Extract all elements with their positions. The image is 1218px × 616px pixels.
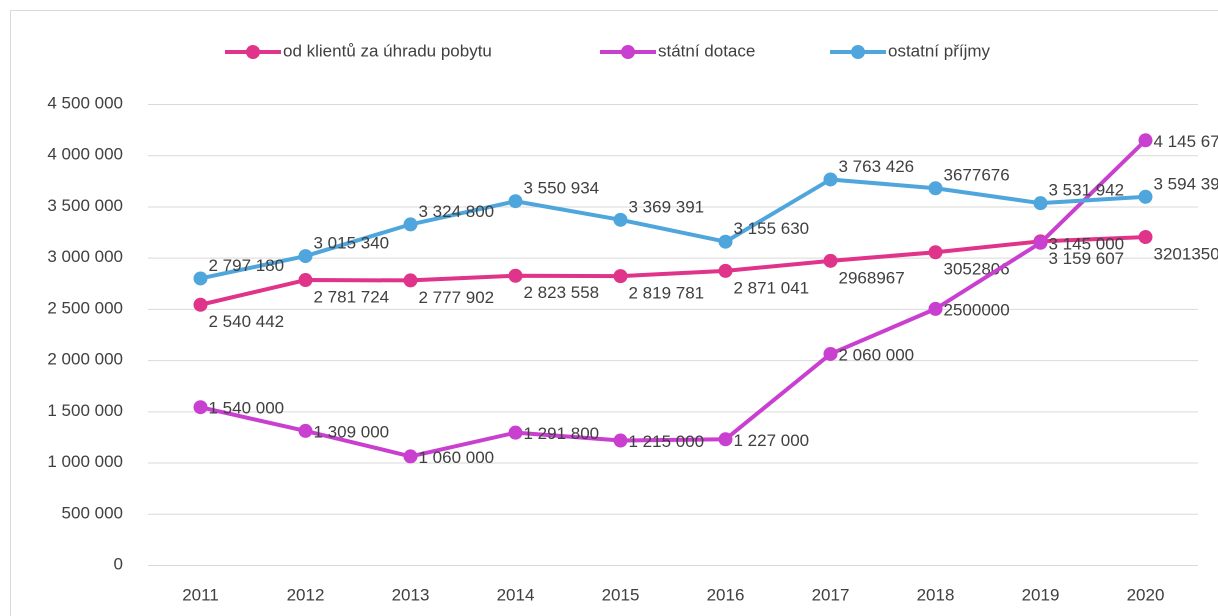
data-point [1138, 189, 1153, 204]
data-point [193, 297, 208, 312]
chart-border [10, 10, 1218, 616]
data-point [823, 172, 838, 187]
data-point [718, 263, 733, 278]
y-tick-label: 2 500 000 [47, 298, 123, 317]
data-point [613, 212, 628, 227]
data-point [928, 245, 943, 260]
data-label: 3 369 391 [629, 197, 705, 216]
data-point [508, 194, 523, 209]
x-tick-label: 2018 [917, 585, 955, 604]
data-label: 3677676 [944, 166, 1010, 185]
data-label: 2 777 902 [419, 288, 495, 307]
data-label: 1 540 000 [209, 399, 285, 418]
data-label: 2 797 180 [209, 256, 285, 275]
data-label: 2 823 558 [524, 283, 600, 302]
legend-label: od klientů za úhradu pobytu [283, 41, 492, 60]
y-tick-label: 3 000 000 [47, 247, 123, 266]
data-label: 3 015 340 [314, 234, 390, 253]
data-label: 4 145 674 [1154, 132, 1218, 151]
data-point [403, 449, 418, 464]
y-tick-label: 3 500 000 [47, 196, 123, 215]
y-tick-label: 1 000 000 [47, 452, 123, 471]
y-tick-label: 0 [114, 554, 123, 573]
data-point [403, 273, 418, 288]
legend-marker [621, 45, 635, 59]
data-point [508, 268, 523, 283]
data-label: 3 550 934 [524, 179, 600, 198]
y-tick-label: 500 000 [62, 503, 123, 522]
data-point [823, 253, 838, 268]
data-point [613, 269, 628, 284]
y-tick-label: 1 500 000 [47, 401, 123, 420]
data-label: 3 159 607 [1049, 249, 1125, 268]
data-point [718, 432, 733, 447]
x-tick-label: 2019 [1022, 585, 1060, 604]
data-label: 2 871 041 [734, 278, 810, 297]
data-point [1033, 196, 1048, 211]
data-point [718, 234, 733, 249]
data-point [403, 217, 418, 232]
data-label: 2 540 442 [209, 312, 285, 331]
data-point [508, 425, 523, 440]
legend-label: ostatní příjmy [888, 41, 991, 60]
data-point [298, 249, 313, 264]
data-point [823, 346, 838, 361]
data-point [193, 271, 208, 286]
data-point [298, 423, 313, 438]
data-label: 2 819 781 [629, 284, 705, 303]
y-tick-label: 2 000 000 [47, 350, 123, 369]
data-label: 3201350 [1154, 245, 1218, 264]
data-point [928, 301, 943, 316]
data-point [1138, 230, 1153, 245]
data-label: 3 145 000 [1049, 234, 1125, 253]
data-point [928, 181, 943, 196]
series-line [200, 235, 1146, 307]
x-tick-label: 2011 [182, 585, 219, 604]
x-tick-label: 2012 [287, 585, 325, 604]
data-label: 3 155 630 [734, 219, 810, 238]
series-line [200, 138, 1147, 459]
data-label: 1 215 000 [629, 432, 705, 451]
data-label: 1 060 000 [419, 448, 495, 467]
data-point [1033, 235, 1048, 250]
x-tick-label: 2014 [497, 585, 535, 604]
x-tick-label: 2017 [812, 585, 850, 604]
y-tick-label: 4 500 000 [47, 93, 123, 112]
data-label: 2 060 000 [839, 345, 915, 364]
data-point [193, 400, 208, 415]
data-point [298, 273, 313, 288]
legend-marker [851, 45, 865, 59]
data-label: 2500000 [944, 300, 1010, 319]
data-label: 1 227 000 [734, 431, 810, 450]
legend-label: státní dotace [658, 41, 755, 60]
data-point [613, 433, 628, 448]
data-label: 2968967 [839, 268, 905, 287]
data-label: 3 531 942 [1049, 181, 1125, 200]
data-label: 3 594 392 [1154, 174, 1218, 193]
x-tick-label: 2013 [392, 585, 430, 604]
data-label: 3 763 426 [839, 157, 915, 176]
x-tick-label: 2020 [1127, 585, 1165, 604]
x-tick-label: 2015 [602, 585, 640, 604]
x-tick-label: 2016 [707, 585, 745, 604]
series-line [200, 177, 1146, 281]
data-label: 1 309 000 [314, 422, 390, 441]
y-tick-label: 4 000 000 [47, 145, 123, 164]
data-label: 2 781 724 [314, 288, 390, 307]
data-point [1138, 133, 1153, 148]
legend-marker [246, 45, 260, 59]
data-label: 3 324 800 [419, 202, 495, 221]
data-label: 1 291 800 [524, 424, 600, 443]
